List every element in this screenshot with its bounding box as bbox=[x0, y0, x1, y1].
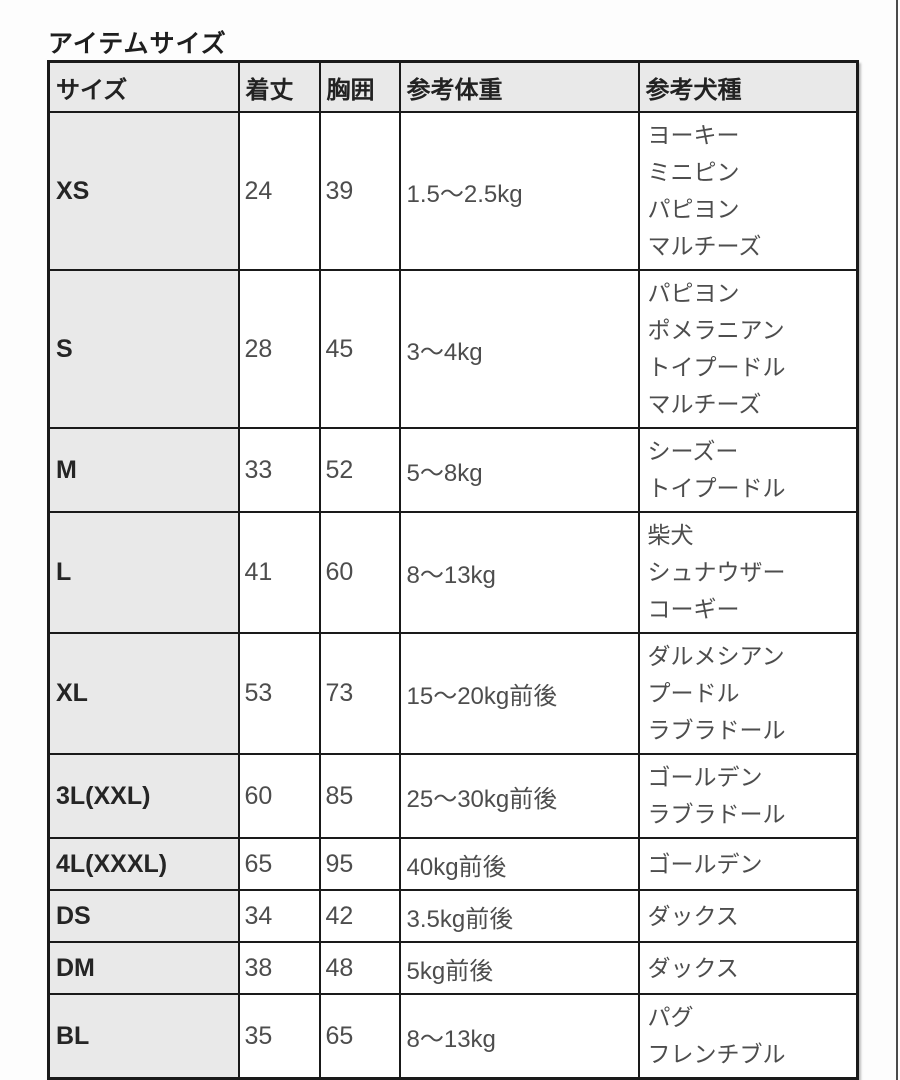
table-row: M 33 52 5〜8kg シーズー トイプードル bbox=[47, 427, 859, 513]
table-row: XS 24 39 1.5〜2.5kg ヨーキー ミニピン パピヨン マルチーズ bbox=[47, 111, 859, 271]
cell-breeds: ダックス bbox=[637, 941, 859, 995]
cell-size: L bbox=[47, 511, 240, 634]
cell-weight: 40kg前後 bbox=[398, 837, 640, 891]
cell-size: S bbox=[47, 269, 240, 429]
cell-length: 60 bbox=[237, 753, 321, 839]
table-row: 3L(XXL) 60 85 25〜30kg前後 ゴールデンラブラドール bbox=[47, 753, 859, 839]
cell-chest: 52 bbox=[318, 427, 401, 513]
cell-length: 28 bbox=[237, 269, 321, 429]
cell-weight: 5〜8kg bbox=[398, 427, 640, 513]
cell-chest: 39 bbox=[318, 111, 401, 271]
cell-length: 24 bbox=[237, 111, 321, 271]
cell-breeds: ゴールデン bbox=[637, 837, 859, 891]
breed-line: トイプードル bbox=[647, 354, 786, 380]
table-row: DM 38 48 5kg前後 ダックス bbox=[47, 941, 859, 995]
cell-size: M bbox=[47, 427, 240, 513]
breed-line: コーギー bbox=[647, 596, 740, 622]
breed-line: ゴールデン bbox=[647, 764, 763, 790]
column-header-weight: 参考体重 bbox=[398, 60, 640, 113]
breed-line: ヨーキー bbox=[647, 122, 740, 148]
cell-length: 53 bbox=[237, 632, 321, 755]
cell-length: 41 bbox=[237, 511, 321, 634]
column-header-chest: 胸囲 bbox=[318, 60, 401, 113]
table-row: DS 34 42 3.5kg前後 ダックス bbox=[47, 889, 859, 943]
cell-length: 65 bbox=[237, 837, 321, 891]
cell-breeds: ダルメシアン プードルラブラドール bbox=[637, 632, 859, 755]
breed-line: マルチーズ bbox=[647, 391, 762, 417]
breed-line: ミニピン bbox=[647, 159, 740, 185]
breed-line: パピヨン bbox=[647, 280, 740, 306]
table-body: XS 24 39 1.5〜2.5kg ヨーキー ミニピン パピヨン マルチーズ S 28 45 3〜4… bbox=[47, 111, 859, 1080]
breed-line: ポメラニアン bbox=[647, 317, 785, 343]
cell-size: 3L(XXL) bbox=[47, 753, 240, 839]
cell-chest: 65 bbox=[318, 993, 401, 1080]
table-header-row: サイズ 着丈 胸囲 参考体重 参考犬種 bbox=[47, 60, 859, 113]
breed-line: ダックス bbox=[647, 902, 739, 929]
breed-line: ラブラドール bbox=[647, 717, 786, 743]
breed-line: 柴犬 bbox=[647, 522, 694, 548]
cell-breeds: パグ フレンチブル bbox=[637, 993, 859, 1080]
breed-line: プードル bbox=[647, 680, 740, 706]
cell-breeds: ヨーキーミニピンパピヨンマルチーズ bbox=[637, 111, 859, 271]
breed-line: トイプードル bbox=[647, 475, 786, 501]
cell-length: 34 bbox=[237, 889, 321, 943]
cell-length: 33 bbox=[237, 427, 321, 513]
breed-line: ラブラドール bbox=[647, 801, 786, 827]
breed-line: パピヨン bbox=[647, 196, 740, 222]
column-header-length: 着丈 bbox=[237, 60, 321, 113]
breed-line: パグ bbox=[647, 1004, 694, 1030]
cell-breeds: シーズートイプードル bbox=[637, 427, 859, 513]
breed-line: フレンチブル bbox=[647, 1041, 786, 1067]
breed-line: シーズー bbox=[647, 438, 739, 464]
cell-size: DM bbox=[47, 941, 240, 995]
cell-weight: 3〜4kg bbox=[398, 269, 640, 429]
table-row: S 28 45 3〜4kg パピヨン ポメラニアン トイプードル マルチーズ bbox=[47, 269, 859, 429]
size-chart-table: サイズ 着丈 胸囲 参考体重 参考犬種 XS 24 39 1.5〜2.5kg ヨーキーミ… bbox=[47, 60, 859, 1080]
cell-size: 4L(XXXL) bbox=[47, 837, 240, 891]
cell-size: XS bbox=[47, 111, 240, 271]
breed-line: ゴールデン bbox=[647, 850, 763, 877]
cell-breeds: ダックス bbox=[637, 889, 859, 943]
cell-weight: 5kg前後 bbox=[398, 941, 640, 995]
cell-chest: 48 bbox=[318, 941, 401, 995]
page-title: アイテムサイズ bbox=[48, 30, 227, 58]
cell-size: XL bbox=[47, 632, 240, 755]
cell-breeds: 柴犬シュナウザー コーギー bbox=[637, 511, 859, 634]
cell-breeds: ゴールデンラブラドール bbox=[637, 753, 859, 839]
cell-chest: 60 bbox=[318, 511, 401, 634]
cell-weight: 25〜30kg前後 bbox=[398, 753, 640, 839]
cell-size: DS bbox=[47, 889, 240, 943]
cell-chest: 45 bbox=[318, 269, 401, 429]
cell-length: 35 bbox=[237, 993, 321, 1080]
cell-length: 38 bbox=[237, 941, 321, 995]
cell-weight: 8〜13kg bbox=[398, 511, 640, 634]
cell-breeds: パピヨンポメラニアン トイプードル マルチーズ bbox=[637, 269, 859, 429]
breed-line: マルチーズ bbox=[647, 233, 762, 259]
table-row: L 41 60 8〜13kg 柴犬 シュナウザー コーギー bbox=[47, 511, 859, 634]
cell-weight: 3.5kg前後 bbox=[398, 889, 640, 943]
cell-chest: 73 bbox=[318, 632, 401, 755]
cell-size: BL bbox=[47, 993, 240, 1080]
table-row: 4L(XXXL) 65 95 40kg前後 ゴールデン bbox=[47, 837, 859, 891]
cell-chest: 42 bbox=[318, 889, 401, 943]
cell-weight: 1.5〜2.5kg bbox=[398, 111, 640, 271]
breed-line: シュナウザー bbox=[647, 559, 786, 585]
table-row: XL 53 73 15〜20kg前後 ダルメシアン プードルラブラドール bbox=[47, 632, 859, 755]
screen-edge-line bbox=[896, 0, 898, 1080]
breed-line: ダルメシアン bbox=[647, 643, 785, 669]
cell-weight: 15〜20kg前後 bbox=[398, 632, 640, 755]
column-header-size: サイズ bbox=[47, 60, 240, 113]
cell-chest: 95 bbox=[318, 837, 401, 891]
cell-weight: 8〜13kg bbox=[398, 993, 640, 1080]
column-header-breeds: 参考犬種 bbox=[637, 60, 859, 113]
cell-chest: 85 bbox=[318, 753, 401, 839]
table-row: BL 35 65 8〜13kg パグ フレンチブル bbox=[47, 993, 859, 1080]
breed-line: ダックス bbox=[647, 954, 739, 981]
